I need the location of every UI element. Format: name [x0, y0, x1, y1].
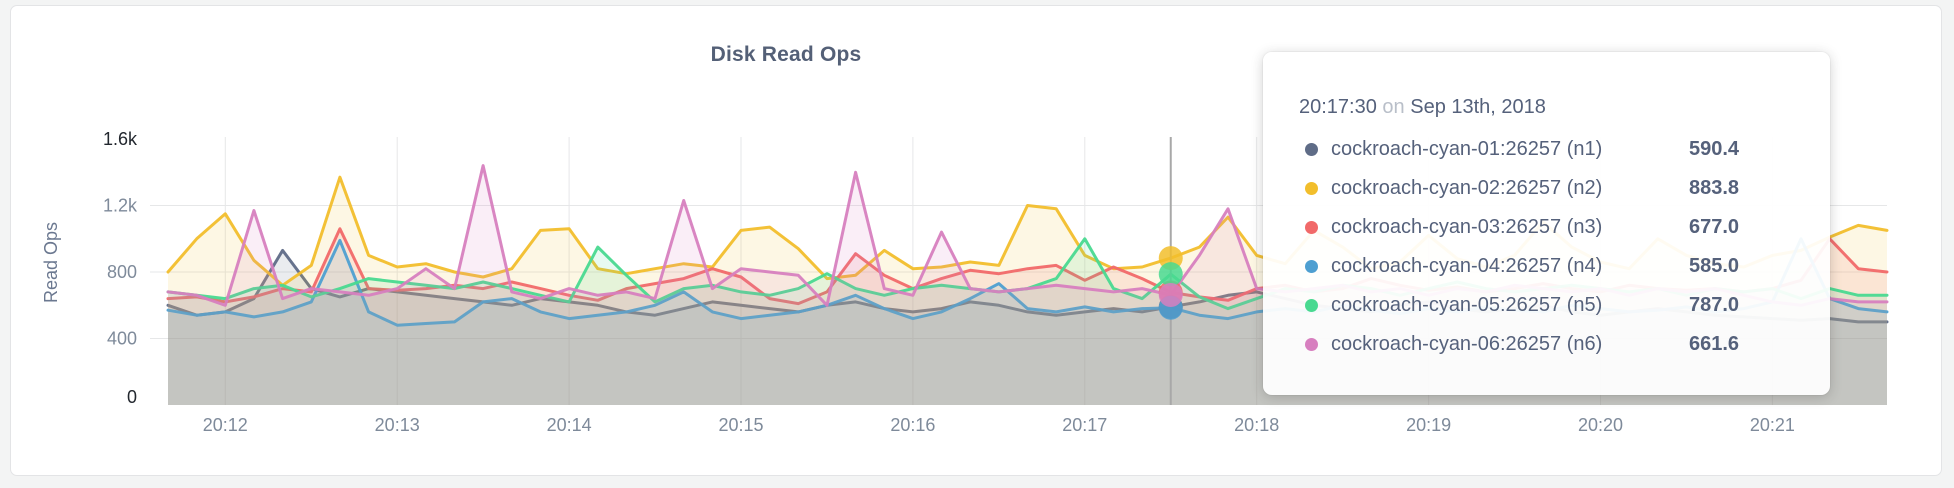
x-tick-label: 20:20 [1578, 415, 1623, 435]
series-color-dot-icon [1305, 260, 1318, 273]
x-tick-label: 20:21 [1750, 415, 1795, 435]
x-tick-label: 20:15 [718, 415, 763, 435]
hover-point [1158, 262, 1183, 287]
series-color-dot-icon [1305, 221, 1318, 234]
x-tick-label: 20:12 [203, 415, 248, 435]
chart-tooltip: 20:17:30 on Sep 13th, 2018 cockroach-cya… [1263, 52, 1830, 395]
series-value: 590.4 [1689, 138, 1740, 160]
series-color-dot-icon [1305, 182, 1318, 195]
tooltip-date: Sep 13th, 2018 [1410, 96, 1546, 118]
series-label: cockroach-cyan-01:26257 (n1) [1331, 138, 1603, 160]
series-label: cockroach-cyan-02:26257 (n2) [1331, 177, 1603, 199]
series-value: 883.8 [1689, 177, 1740, 199]
x-tick-label: 20:14 [547, 415, 592, 435]
tooltip-conjunction: on [1382, 96, 1405, 118]
tooltip-time: 20:17:30 [1299, 96, 1377, 118]
x-tick-label: 20:16 [890, 415, 935, 435]
series-value: 585.0 [1689, 255, 1740, 277]
series-label: cockroach-cyan-06:26257 (n6) [1331, 333, 1603, 355]
series-color-dot-icon [1305, 338, 1318, 351]
series-label: cockroach-cyan-04:26257 (n4) [1331, 255, 1603, 277]
series-value: 677.0 [1689, 216, 1740, 238]
y-tick-label: 1.2k [103, 196, 138, 216]
y-tick-label: 0 [127, 387, 137, 407]
y-tick-label: 800 [107, 262, 137, 282]
series-color-dot-icon [1305, 299, 1318, 312]
x-tick-label: 20:19 [1406, 415, 1451, 435]
series-label: cockroach-cyan-03:26257 (n3) [1331, 216, 1603, 238]
tooltip-legend-row: cockroach-cyan-04:26257 (n4) 585.0 [1305, 247, 1794, 286]
chart-title: Disk Read Ops [710, 43, 862, 66]
tooltip-legend-row: cockroach-cyan-02:26257 (n2) 883.8 [1305, 169, 1794, 208]
tooltip-header: 20:17:30 on Sep 13th, 2018 [1299, 92, 1794, 122]
hover-point [1158, 283, 1183, 308]
x-tick-label: 20:17 [1062, 415, 1107, 435]
tooltip-legend-row: cockroach-cyan-01:26257 (n1) 590.4 [1305, 130, 1794, 169]
x-tick-label: 20:13 [375, 415, 420, 435]
tooltip-legend-row: cockroach-cyan-05:26257 (n5) 787.0 [1305, 286, 1794, 325]
series-label: cockroach-cyan-05:26257 (n5) [1331, 294, 1603, 316]
tooltip-legend-row: cockroach-cyan-06:26257 (n6) 661.6 [1305, 325, 1794, 364]
series-value: 787.0 [1689, 294, 1740, 316]
tooltip-legend: cockroach-cyan-01:26257 (n1) 590.4 cockroa… [1299, 130, 1794, 364]
tooltip-legend-row: cockroach-cyan-03:26257 (n3) 677.0 [1305, 208, 1794, 247]
y-tick-label: 400 [107, 329, 137, 349]
series-color-dot-icon [1305, 143, 1318, 156]
x-tick-label: 20:18 [1234, 415, 1279, 435]
y-tick-label: 1.6k [103, 129, 138, 149]
series-value: 661.6 [1689, 333, 1740, 355]
